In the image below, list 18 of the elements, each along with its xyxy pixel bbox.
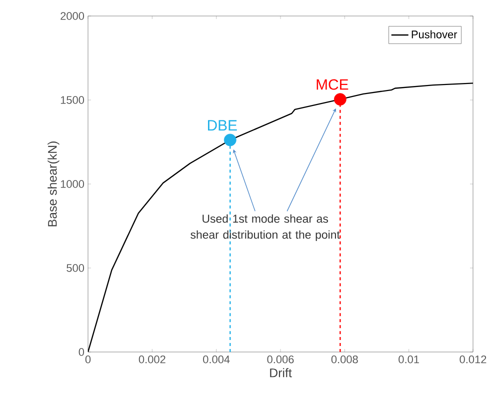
y-tick-label: 500 xyxy=(66,264,84,272)
x-tick-label: 0.006 xyxy=(267,356,294,364)
series-label: MCE xyxy=(316,79,348,90)
x-tick-label: 0.01 xyxy=(398,356,419,364)
y-tick-label: 2000 xyxy=(60,12,84,20)
x-tick-label: 0.002 xyxy=(138,356,166,364)
y-axis-title: Base shear(kN) xyxy=(48,142,60,226)
x-tick-label: 0 xyxy=(85,356,91,364)
x-tick-label: 0.004 xyxy=(203,356,230,364)
y-tick-label: 0 xyxy=(78,348,84,356)
y-tick-label: 1500 xyxy=(60,96,84,104)
x-tick-label: 0.008 xyxy=(331,356,358,364)
series-label: DBE xyxy=(208,120,237,130)
x-axis-title: Drift xyxy=(270,368,292,378)
y-tick-label: 1000 xyxy=(60,180,84,188)
x-tick-label: 0.012 xyxy=(460,356,486,364)
legend-label: Pushover xyxy=(412,30,458,38)
annotation: Used 1st mode shear as shear distribution at the point xyxy=(190,214,340,241)
